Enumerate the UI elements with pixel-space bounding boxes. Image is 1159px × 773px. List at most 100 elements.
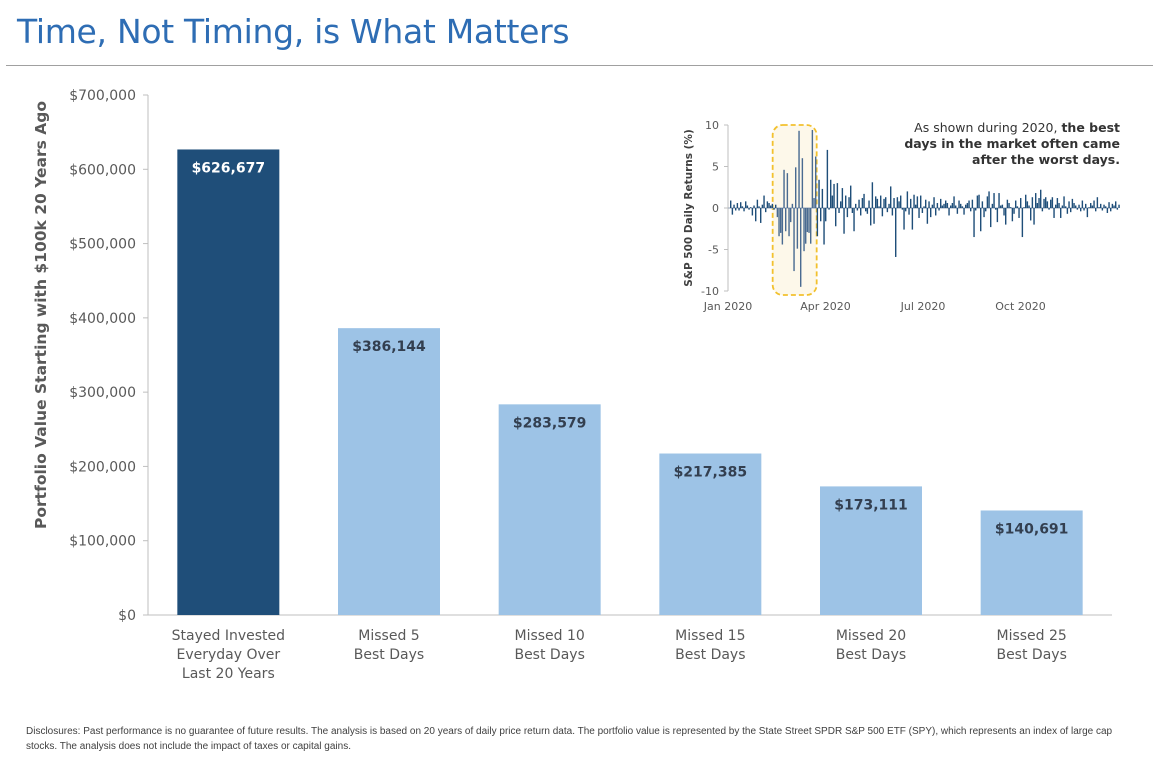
- inset-bar: [776, 208, 779, 218]
- inset-bar: [841, 188, 844, 208]
- inset-bar: [905, 208, 907, 212]
- inset-bar: [786, 173, 789, 208]
- inset-bar: [750, 207, 752, 208]
- inset-bar: [903, 208, 905, 230]
- inset-y-tick-label: -5: [708, 244, 719, 257]
- inset-bar: [850, 185, 852, 208]
- inset-bar: [1048, 208, 1050, 210]
- inset-bar: [785, 208, 787, 232]
- inset-bar: [1013, 208, 1015, 214]
- inset-bar: [881, 208, 884, 217]
- inset-bar: [805, 208, 807, 244]
- inset-bar: [910, 198, 912, 208]
- inset-bar: [825, 208, 827, 222]
- main-bars: [177, 149, 1083, 616]
- inset-bar: [793, 208, 795, 272]
- inset-bar: [740, 202, 742, 208]
- inset-bar: [1088, 207, 1090, 208]
- inset-bar: [741, 206, 744, 208]
- inset-annotation-plain: As shown during 2020,: [914, 120, 1062, 135]
- inset-bar: [1093, 200, 1095, 208]
- inset-bar: [893, 198, 895, 208]
- bar-4: [820, 486, 922, 615]
- inset-bar: [796, 208, 799, 249]
- inset-bar: [756, 199, 759, 208]
- inset-bar: [958, 200, 960, 208]
- inset-bar: [921, 208, 924, 213]
- inset-bar: [935, 208, 937, 216]
- inset-bar: [880, 195, 882, 208]
- inset-bar: [1000, 205, 1002, 208]
- inset-bar: [1063, 196, 1065, 208]
- inset-bar: [771, 203, 774, 208]
- inset-bar: [826, 149, 829, 208]
- inset-bar: [906, 191, 909, 208]
- inset-bar: [980, 208, 982, 232]
- inset-bar: [970, 208, 972, 212]
- inset-annotation: As shown during 2020, the best days in t…: [880, 120, 1120, 168]
- inset-bar: [871, 182, 874, 208]
- inset-bar: [1023, 207, 1025, 208]
- inset-bar: [955, 205, 957, 208]
- main-axes: $0 $100,000 $200,000 $300,000 $400,000 $500,0…: [69, 88, 1112, 624]
- main-y-tick-label: $400,000: [69, 311, 136, 327]
- inset-bar: [800, 208, 802, 287]
- inset-bar: [763, 195, 765, 208]
- inset-bar: [751, 208, 754, 216]
- inset-bar: [941, 205, 944, 208]
- inset-bar: [780, 208, 782, 233]
- inset-bar: [915, 204, 917, 208]
- inset-bar: [778, 208, 780, 237]
- inset-bar: [746, 205, 749, 208]
- inset-bar: [858, 199, 860, 208]
- inset-bar: [868, 200, 870, 208]
- inset-bar: [821, 188, 824, 208]
- bar-data-label: $173,111: [834, 497, 908, 513]
- inset-bar: [1080, 208, 1082, 212]
- category-label: Best Days: [996, 647, 1066, 663]
- inset-bar: [933, 197, 935, 208]
- category-label: Everyday Over: [176, 647, 280, 663]
- inset-bar: [843, 208, 845, 234]
- inset-bar: [996, 208, 999, 223]
- inset-bar: [968, 200, 970, 208]
- inset-bar: [733, 204, 735, 208]
- inset-bar: [1045, 197, 1047, 208]
- inset-annotation-bold: the best days in the market often came a…: [904, 120, 1120, 167]
- inset-bar: [995, 208, 997, 210]
- inset-bar: [853, 208, 855, 232]
- inset-bar: [730, 200, 732, 208]
- main-y-tick-label: $600,000: [69, 162, 136, 178]
- inset-bar: [998, 193, 1000, 208]
- inset-bar: [1046, 201, 1049, 208]
- inset-bar: [1001, 204, 1004, 208]
- inset-bar: [960, 203, 962, 208]
- main-y-tick-label: $500,000: [69, 237, 136, 253]
- inset-bar: [1083, 208, 1085, 211]
- main-y-axis-title: Portfolio Value Starting with $100k 20 Y…: [32, 101, 50, 529]
- inset-bar: [1065, 206, 1067, 208]
- inset-bar: [961, 206, 964, 208]
- inset-x-tick-label: Apr 2020: [800, 300, 851, 313]
- inset-bar: [758, 206, 760, 208]
- inset-bar: [898, 201, 900, 208]
- bar-2: [498, 404, 601, 615]
- inset-y-tick-label: 10: [705, 119, 719, 132]
- inset-daily-returns-chart: -10 -5 0 5 10 Jan 2020 Apr 2020 Jul 2020 Oct 202…: [683, 119, 1120, 313]
- category-label: Missed 15: [675, 628, 745, 644]
- inset-bar: [1018, 208, 1020, 218]
- bar-0: [177, 149, 280, 616]
- inset-bar: [908, 208, 910, 215]
- inset-bars: [730, 129, 1120, 287]
- inset-bar: [833, 183, 835, 208]
- inset-bar: [860, 208, 862, 216]
- inset-bar: [971, 199, 974, 208]
- inset-bar: [798, 130, 800, 208]
- bar-1: [338, 328, 440, 615]
- inset-bar: [1016, 206, 1019, 208]
- bar-5: [980, 510, 1083, 615]
- inset-bar: [735, 208, 737, 211]
- inset-bar: [1100, 203, 1102, 208]
- inset-bar: [1075, 205, 1077, 208]
- inset-bar: [873, 208, 875, 224]
